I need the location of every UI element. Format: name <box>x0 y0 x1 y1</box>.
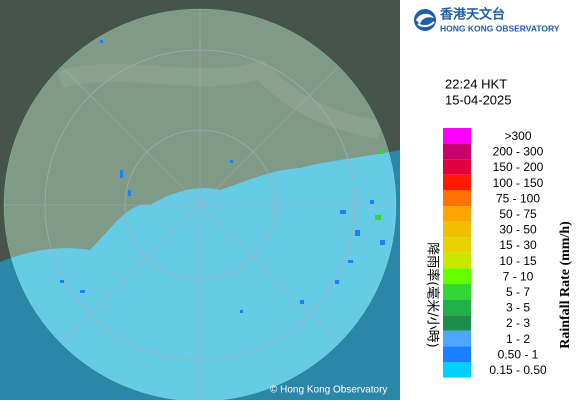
legend-swatch <box>443 284 471 300</box>
legend-swatch <box>443 315 471 331</box>
legend-label: 0.50 - 1 <box>498 347 539 361</box>
copyright: © Hong Kong Observatory <box>270 385 387 396</box>
legend-label: 30 - 50 <box>499 223 537 237</box>
svg-text:·: · <box>199 42 201 48</box>
legend-swatch <box>443 330 471 347</box>
legend-label: 5 - 7 <box>506 285 530 299</box>
legend-swatch <box>443 252 471 269</box>
legend-label: 7 - 10 <box>503 269 534 283</box>
legend-title: Rainfall Rate (mm/h) <box>558 221 573 349</box>
legend-title-chinese: 降雨率(毫米/小時) <box>425 242 441 348</box>
logo: 香港天文台 HONG KONG OBSERVATORY <box>414 6 560 33</box>
legend-label: >300 <box>504 129 531 143</box>
legend-swatch <box>443 159 471 175</box>
legend-label: 3 - 5 <box>506 301 530 315</box>
legend-swatch <box>443 128 471 144</box>
rain-echoes <box>60 40 385 313</box>
legend-swatch <box>443 174 471 191</box>
legend-swatch <box>443 268 471 284</box>
legend-label: 0.15 - 0.50 <box>489 363 547 377</box>
legend-swatch <box>443 206 471 222</box>
legend-swatch <box>443 362 471 378</box>
legend-swatch <box>443 237 471 253</box>
legend-swatch <box>443 190 471 206</box>
date: 15-04-2025 <box>445 92 512 107</box>
legend-swatch <box>443 346 471 362</box>
logo-english: HONG KONG OBSERVATORY <box>440 23 560 33</box>
legend-swatch <box>443 143 471 160</box>
legend-label: 2 - 3 <box>506 316 530 330</box>
legend-label: 75 - 100 <box>496 191 540 205</box>
legend-label: 10 - 15 <box>499 254 537 268</box>
time: 22:24 HKT <box>445 76 507 91</box>
legend-label: 15 - 30 <box>499 238 537 252</box>
logo-chinese: 香港天文台 <box>439 6 505 21</box>
legend-label: 150 - 200 <box>493 160 544 174</box>
legend-label: 50 - 75 <box>499 207 537 221</box>
legend-label: 200 - 300 <box>493 145 544 159</box>
legend-label: 100 - 150 <box>493 176 544 190</box>
legend-label: 1 - 2 <box>506 332 530 346</box>
legend-swatch <box>443 299 471 316</box>
map: · © Hong Kong Observatory <box>0 0 400 400</box>
legend-swatch <box>443 221 471 238</box>
